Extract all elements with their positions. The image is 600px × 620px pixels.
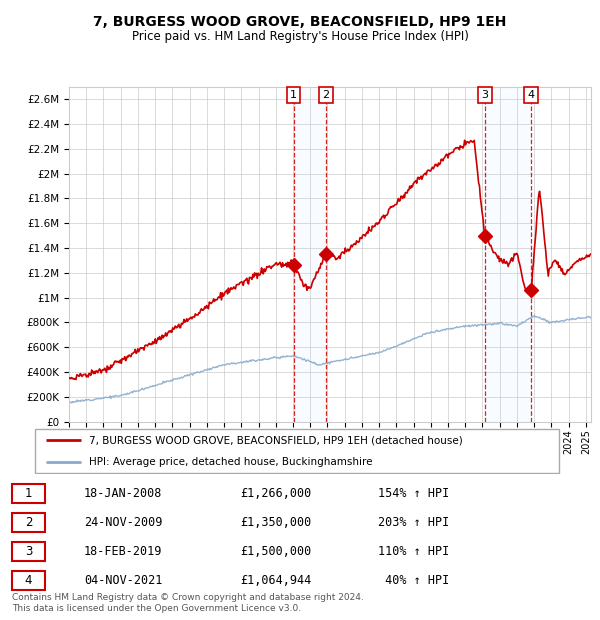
Text: 2: 2	[25, 516, 32, 529]
Text: 18-FEB-2019: 18-FEB-2019	[84, 545, 163, 558]
Bar	[12, 571, 45, 590]
Text: HPI: Average price, detached house, Buckinghamshire: HPI: Average price, detached house, Buck…	[89, 457, 373, 467]
Text: £1,350,000: £1,350,000	[240, 516, 311, 529]
Text: 1: 1	[290, 90, 297, 100]
Text: 40% ↑ HPI: 40% ↑ HPI	[378, 574, 449, 587]
Text: £1,266,000: £1,266,000	[240, 487, 311, 500]
Bar	[293, 87, 326, 422]
Text: £1,064,944: £1,064,944	[240, 574, 311, 587]
Text: 203% ↑ HPI: 203% ↑ HPI	[378, 516, 449, 529]
Text: 1: 1	[25, 487, 32, 500]
Text: 4: 4	[528, 90, 535, 100]
Text: 18-JAN-2008: 18-JAN-2008	[84, 487, 163, 500]
Bar	[12, 542, 45, 561]
Text: £1,500,000: £1,500,000	[240, 545, 311, 558]
Text: 2: 2	[322, 90, 329, 100]
Text: 7, BURGESS WOOD GROVE, BEACONSFIELD, HP9 1EH (detached house): 7, BURGESS WOOD GROVE, BEACONSFIELD, HP9…	[89, 435, 463, 445]
Text: 3: 3	[25, 545, 32, 558]
Text: Contains HM Land Registry data © Crown copyright and database right 2024.
This d: Contains HM Land Registry data © Crown c…	[12, 593, 364, 613]
Bar	[12, 513, 45, 532]
Text: Price paid vs. HM Land Registry's House Price Index (HPI): Price paid vs. HM Land Registry's House …	[131, 30, 469, 43]
Text: 110% ↑ HPI: 110% ↑ HPI	[378, 545, 449, 558]
Text: 04-NOV-2021: 04-NOV-2021	[84, 574, 163, 587]
Bar	[12, 484, 45, 503]
Text: 154% ↑ HPI: 154% ↑ HPI	[378, 487, 449, 500]
Text: 4: 4	[25, 574, 32, 587]
Text: 7, BURGESS WOOD GROVE, BEACONSFIELD, HP9 1EH: 7, BURGESS WOOD GROVE, BEACONSFIELD, HP9…	[94, 16, 506, 30]
Text: 24-NOV-2009: 24-NOV-2009	[84, 516, 163, 529]
Bar	[485, 87, 532, 422]
Text: 3: 3	[481, 90, 488, 100]
